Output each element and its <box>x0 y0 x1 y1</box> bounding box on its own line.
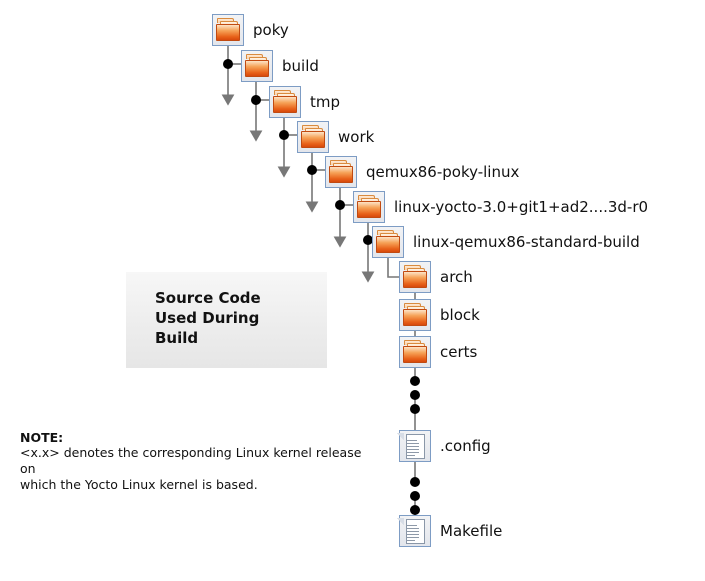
note-block: NOTE: <x.x> denotes the corresponding Li… <box>20 430 380 493</box>
callout-line-1: Source Code <box>155 289 261 307</box>
file-icon <box>397 515 431 547</box>
tree-node-label: qemux86-poky-linux <box>366 163 520 181</box>
tree-node-arch[interactable]: arch <box>399 261 473 293</box>
tree-node-label: poky <box>253 21 289 39</box>
tree-node-label: certs <box>440 343 478 361</box>
tree-node-label: block <box>440 306 480 324</box>
folder-icon <box>269 86 301 118</box>
tree-node-label: Makefile <box>440 522 503 540</box>
folder-icon <box>325 156 357 188</box>
tree-node-tmp[interactable]: tmp <box>269 86 340 118</box>
tree-node-label: tmp <box>310 93 341 111</box>
tree-node-linux-yocto[interactable]: linux-yocto-3.0+git1+ad2....3d-r0 <box>353 191 648 223</box>
folder-icon <box>241 50 273 82</box>
tree-node-label: arch <box>440 268 473 286</box>
folder-icon <box>399 299 431 331</box>
callout-text: Source Code Used During Build <box>155 288 261 348</box>
file-icon <box>397 430 431 462</box>
folder-icon <box>297 121 329 153</box>
tree-node-label: linux-yocto-3.0+git1+ad2....3d-r0 <box>394 198 649 216</box>
tree-node-label: linux-qemux86-standard-build <box>413 233 640 251</box>
folder-icon <box>399 261 431 293</box>
tree-node-work[interactable]: work <box>297 121 374 153</box>
tree-node-label: .config <box>440 437 491 455</box>
note-heading: NOTE: <box>20 430 64 445</box>
folder-icon <box>353 191 385 223</box>
tree-node-config[interactable]: .config <box>397 430 491 462</box>
tree-node-qemux86-poky-linux[interactable]: qemux86-poky-linux <box>325 156 519 188</box>
callout-line-3: Build <box>155 329 199 347</box>
folder-icon <box>372 226 404 258</box>
folder-icon <box>399 336 431 368</box>
tree-node-build[interactable]: build <box>241 50 319 82</box>
note-line-1: <x.x> denotes the corresponding Linux ke… <box>20 445 362 476</box>
tree-node-poky[interactable]: poky <box>212 14 289 46</box>
callout-line-2: Used During <box>155 309 260 327</box>
tree-node-makefile[interactable]: Makefile <box>397 515 503 547</box>
tree-node-linux-qemux86-standard-build[interactable]: linux-qemux86-standard-build <box>372 226 640 258</box>
source-code-callout-box: Source Code Used During Build <box>126 272 327 368</box>
tree-node-block[interactable]: block <box>399 299 480 331</box>
tree-node-certs[interactable]: certs <box>399 336 477 368</box>
tree-node-label: build <box>282 57 319 75</box>
tree-node-label: work <box>338 128 375 146</box>
folder-icon <box>212 14 244 46</box>
note-line-2: which the Yocto Linux kernel is based. <box>20 477 258 492</box>
